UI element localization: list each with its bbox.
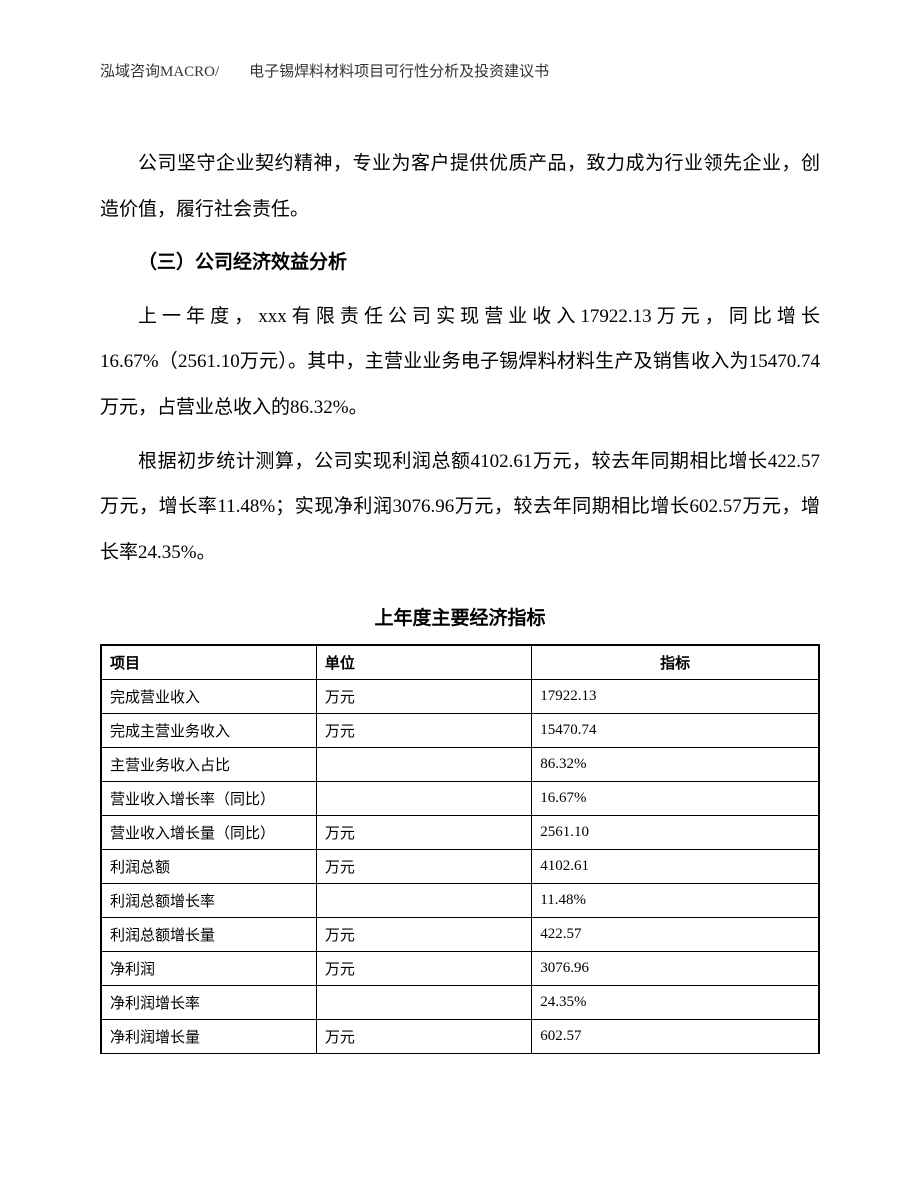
cell-value: 86.32%: [532, 748, 819, 782]
cell-value: 15470.74: [532, 714, 819, 748]
col-header-unit: 单位: [316, 645, 531, 680]
cell-unit: [316, 986, 531, 1020]
cell-unit: [316, 748, 531, 782]
paragraph-intro: 公司坚守企业契约精神，专业为客户提供优质产品，致力成为行业领先企业，创造价值，履…: [100, 141, 820, 232]
cell-unit: 万元: [316, 816, 531, 850]
paragraph-revenue: 上一年度，xxx有限责任公司实现营业收入17922.13万元，同比增长16.67…: [100, 294, 820, 431]
cell-unit: 万元: [316, 714, 531, 748]
paragraph-profit: 根据初步统计测算，公司实现利润总额4102.61万元，较去年同期相比增长422.…: [100, 439, 820, 576]
cell-item: 完成营业收入: [101, 680, 316, 714]
cell-unit: 万元: [316, 918, 531, 952]
cell-item: 净利润: [101, 952, 316, 986]
cell-item: 主营业务收入占比: [101, 748, 316, 782]
cell-value: 4102.61: [532, 850, 819, 884]
col-header-value: 指标: [532, 645, 819, 680]
table-row: 营业收入增长量（同比） 万元 2561.10: [101, 816, 819, 850]
table-row: 营业收入增长率（同比） 16.67%: [101, 782, 819, 816]
table-row: 完成营业收入 万元 17922.13: [101, 680, 819, 714]
cell-value: 3076.96: [532, 952, 819, 986]
table-row: 主营业务收入占比 86.32%: [101, 748, 819, 782]
cell-unit: [316, 782, 531, 816]
cell-value: 422.57: [532, 918, 819, 952]
cell-item: 完成主营业务收入: [101, 714, 316, 748]
table-row: 净利润 万元 3076.96: [101, 952, 819, 986]
cell-unit: [316, 884, 531, 918]
cell-item: 利润总额: [101, 850, 316, 884]
cell-value: 16.67%: [532, 782, 819, 816]
table-header-row: 项目 单位 指标: [101, 645, 819, 680]
cell-value: 602.57: [532, 1020, 819, 1054]
table-title: 上年度主要经济指标: [100, 603, 820, 630]
cell-unit: 万元: [316, 1020, 531, 1054]
cell-item: 利润总额增长率: [101, 884, 316, 918]
cell-value: 17922.13: [532, 680, 819, 714]
page-header: 泓域咨询MACRO/ 电子锡焊料材料项目可行性分析及投资建议书: [100, 60, 820, 81]
cell-item: 营业收入增长量（同比）: [101, 816, 316, 850]
table-row: 净利润增长量 万元 602.57: [101, 1020, 819, 1054]
table-row: 利润总额增长率 11.48%: [101, 884, 819, 918]
cell-unit: 万元: [316, 952, 531, 986]
table-row: 完成主营业务收入 万元 15470.74: [101, 714, 819, 748]
cell-item: 净利润增长率: [101, 986, 316, 1020]
table-row: 利润总额 万元 4102.61: [101, 850, 819, 884]
cell-unit: 万元: [316, 850, 531, 884]
cell-unit: 万元: [316, 680, 531, 714]
cell-value: 11.48%: [532, 884, 819, 918]
cell-value: 24.35%: [532, 986, 819, 1020]
economic-indicators-table: 项目 单位 指标 完成营业收入 万元 17922.13 完成主营业务收入 万元 …: [100, 644, 820, 1054]
table-row: 净利润增长率 24.35%: [101, 986, 819, 1020]
section-heading: （三）公司经济效益分析: [100, 240, 820, 286]
cell-value: 2561.10: [532, 816, 819, 850]
table-row: 利润总额增长量 万元 422.57: [101, 918, 819, 952]
cell-item: 净利润增长量: [101, 1020, 316, 1054]
cell-item: 利润总额增长量: [101, 918, 316, 952]
cell-item: 营业收入增长率（同比）: [101, 782, 316, 816]
col-header-item: 项目: [101, 645, 316, 680]
